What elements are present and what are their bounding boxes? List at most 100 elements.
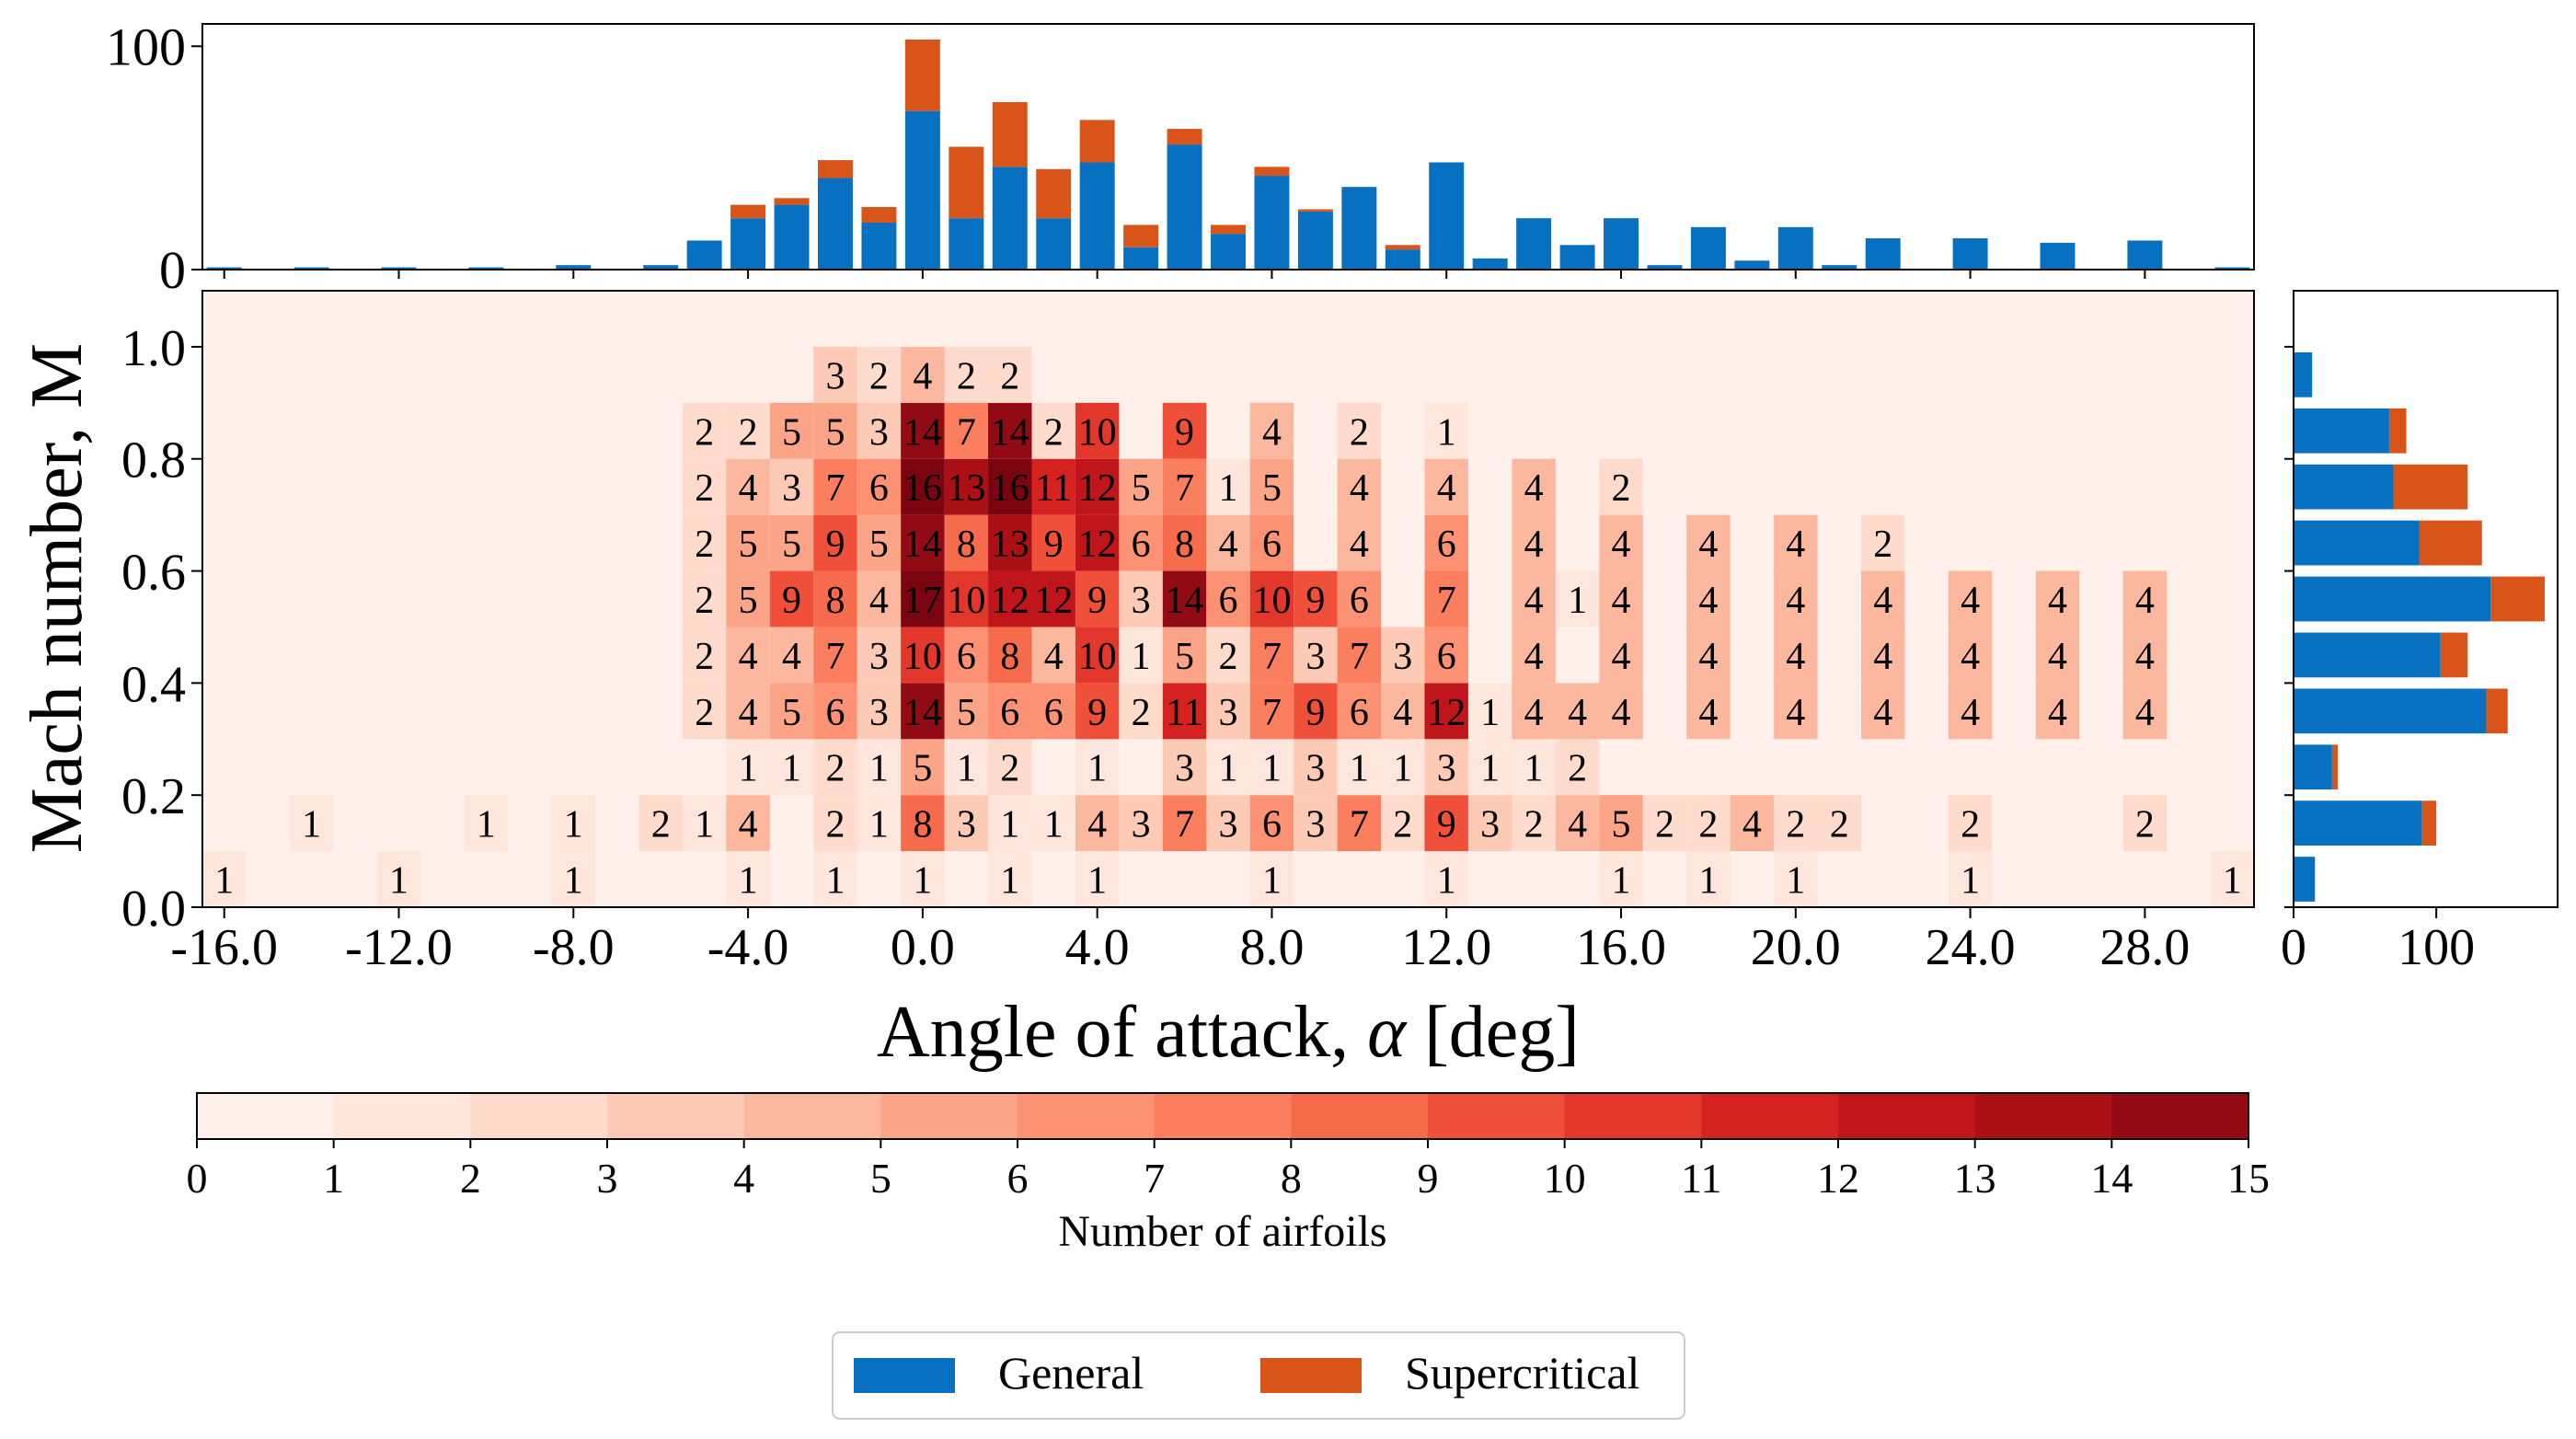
top-bar-supercritical (774, 198, 810, 205)
heatmap-cell-label: 1 (1961, 860, 1980, 903)
heatmap-cell (1424, 851, 1468, 907)
heatmap-cell-label: 16 (991, 467, 1029, 510)
heatmap-cell (813, 795, 857, 852)
heatmap-cell-label: 14 (991, 411, 1029, 454)
heatmap-cell (1249, 514, 1294, 571)
colorbar-tick-label: 15 (2227, 1155, 2270, 1202)
right-histogram-axes: 0 100 (2281, 345, 2475, 976)
heatmap-cell (1075, 627, 1120, 684)
heatmap-cell-label: 2 (2135, 804, 2155, 846)
heatmap-cell-label: 4 (1873, 636, 1892, 678)
heatmap-cell-label: 3 (957, 804, 976, 846)
heatmap-cell-label: 7 (1175, 804, 1194, 846)
right-histogram-frame (2293, 290, 2559, 908)
heatmap-cell-label: 1 (389, 860, 408, 903)
heatmap-cell-label: 8 (957, 524, 976, 566)
heatmap-cell-label: 1 (1000, 860, 1019, 903)
heatmap-cell-label: 2 (869, 355, 889, 397)
heatmap-cell (1294, 795, 1338, 852)
heatmap-cell (726, 851, 770, 907)
heatmap-cell-label: 2 (739, 411, 758, 454)
heatmap-cell-label: 4 (1612, 692, 1631, 734)
heatmap-cell-label: 1 (2223, 860, 2242, 903)
heatmap-cell-label: 6 (1437, 524, 1456, 566)
heatmap-cell (2122, 683, 2168, 740)
heatmap-cell-label: 2 (1786, 804, 1805, 846)
heatmap-cell-label: 4 (2048, 692, 2067, 734)
heatmap-cell (682, 627, 727, 684)
heatmap-cell-label: 5 (739, 580, 758, 622)
heatmap-cell-label: 5 (957, 692, 976, 734)
heatmap-cell (901, 402, 945, 459)
heatmap-cell-label: 4 (1698, 580, 1718, 622)
heatmap-cell-label: 4 (913, 355, 932, 397)
heatmap-cell-label: 10 (903, 636, 942, 678)
heatmap-cell (1206, 458, 1250, 515)
heatmap-cell (988, 570, 1032, 627)
heatmap-cell (1948, 795, 1993, 852)
colorbar-tick-label: 11 (1681, 1155, 1721, 1202)
heatmap-cell-label: 9 (1437, 804, 1456, 846)
heatmap-cell-label: 4 (1961, 636, 1980, 678)
heatmap-cell (1075, 570, 1120, 627)
heatmap-cell (944, 570, 989, 627)
heatmap-cell-label: 3 (825, 355, 845, 397)
heatmap-cell (813, 683, 857, 740)
heatmap-cell (682, 514, 727, 571)
heatmap-cell (769, 458, 814, 515)
heatmap-cell-label: 3 (1175, 748, 1194, 790)
top-bar-supercritical (1297, 209, 1333, 212)
colorbar-tick-label: 3 (597, 1155, 618, 1202)
heatmap-cell (1119, 683, 1163, 740)
colorbar-segment (1291, 1093, 1429, 1139)
heatmap-cell-label: 1 (1568, 580, 1587, 622)
heatmap-cell-label: 4 (1698, 524, 1718, 566)
heatmap-cell (944, 458, 989, 515)
x-tick-label: 28.0 (2099, 919, 2190, 976)
heatmap-cell-label: 1 (302, 804, 321, 846)
heatmap-cell-label: 1 (739, 860, 758, 903)
x-axis-title: Angle of attack, α [deg] (877, 992, 1580, 1073)
top-bar-general (1604, 218, 1639, 270)
heatmap-cell-label: 2 (1568, 748, 1587, 790)
heatmap-cell (1817, 795, 1861, 852)
heatmap-cell (1860, 570, 1905, 627)
heatmap-cell (1249, 683, 1294, 740)
top-bar-general (992, 167, 1028, 270)
heatmap-cell-label: 7 (825, 636, 845, 678)
colorbar-segment (880, 1093, 1018, 1139)
heatmap-cell (2035, 683, 2080, 740)
x-tick-label: 16.0 (1576, 919, 1666, 976)
heatmap-cell (1512, 514, 1556, 571)
heatmap-cell-label: 5 (869, 524, 889, 566)
top-bar-general (2214, 267, 2250, 270)
heatmap-cell-label: 3 (1437, 748, 1456, 790)
top-bar-general (1341, 187, 1377, 270)
heatmap-cell (1512, 627, 1556, 684)
top-bar-general (1254, 176, 1290, 270)
heatmap-cell-label: 1 (214, 860, 234, 903)
heatmap-cell-label: 6 (825, 692, 845, 734)
heatmap-cell (1467, 795, 1512, 852)
heatmap-cell (1599, 683, 1643, 740)
heatmap-cell-label: 3 (782, 467, 801, 510)
heatmap-cell (1860, 683, 1905, 740)
heatmap-cell (1031, 795, 1075, 852)
right-bar-supercritical (2440, 632, 2468, 678)
heatmap-cell (726, 402, 770, 459)
heatmap-cell-label: 7 (1350, 636, 1369, 678)
heatmap-panel: 1 1 1 1 1 1 1 1 1 1 1 1 1 1 11 1 1 2 1 4 2 1 8 3 1 1 4 3 7 3 6 3 7 2 9 3 2 4 5… (17, 290, 2255, 1073)
heatmap-cell-label: 2 (1132, 692, 1151, 734)
right-bar-general (2294, 800, 2422, 846)
heatmap-cell (1119, 627, 1163, 684)
heatmap-cell-label: 1 (1524, 748, 1544, 790)
right-bar-supercritical (2486, 688, 2508, 734)
top-bar-general (381, 267, 417, 270)
top-bar-general (1559, 245, 1595, 270)
heatmap-cell (1206, 795, 1250, 852)
heatmap-cell (1686, 683, 1731, 740)
heatmap-cell-label: 4 (1568, 692, 1587, 734)
top-bar-general (818, 178, 853, 270)
heatmap-cell (988, 683, 1032, 740)
top-bar-general (468, 267, 504, 270)
